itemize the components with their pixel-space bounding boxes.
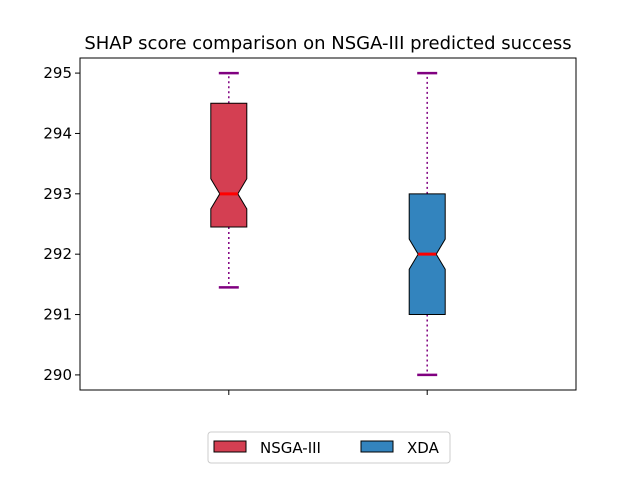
box-nsga-iii [210,71,248,289]
legend-swatch [213,440,247,453]
chart-title: SHAP score comparison on NSGA-III predic… [84,33,571,54]
legend-item-nsga-iii: NSGA-III [213,439,321,457]
x-axis [228,390,428,395]
y-tick-label: 295 [43,64,72,82]
axes-frame [79,57,577,391]
y-tick-label: 292 [43,245,72,263]
legend-label: NSGA-III [260,439,321,457]
legend-frame [207,431,451,464]
box-xda [408,71,446,377]
y-tick-label: 291 [43,306,72,324]
y-tick-label: 294 [43,124,72,142]
y-tick-label: 290 [43,366,72,384]
notched-box [210,102,248,228]
y-axis: 290 291 292 293 294 295 [43,64,80,384]
plot-area [210,71,446,377]
legend: NSGA-III XDA [207,431,451,464]
legend-item-xda: XDA [360,439,440,457]
legend-label: XDA [407,439,440,457]
y-tick-label: 293 [43,185,72,203]
legend-swatch [360,440,394,453]
